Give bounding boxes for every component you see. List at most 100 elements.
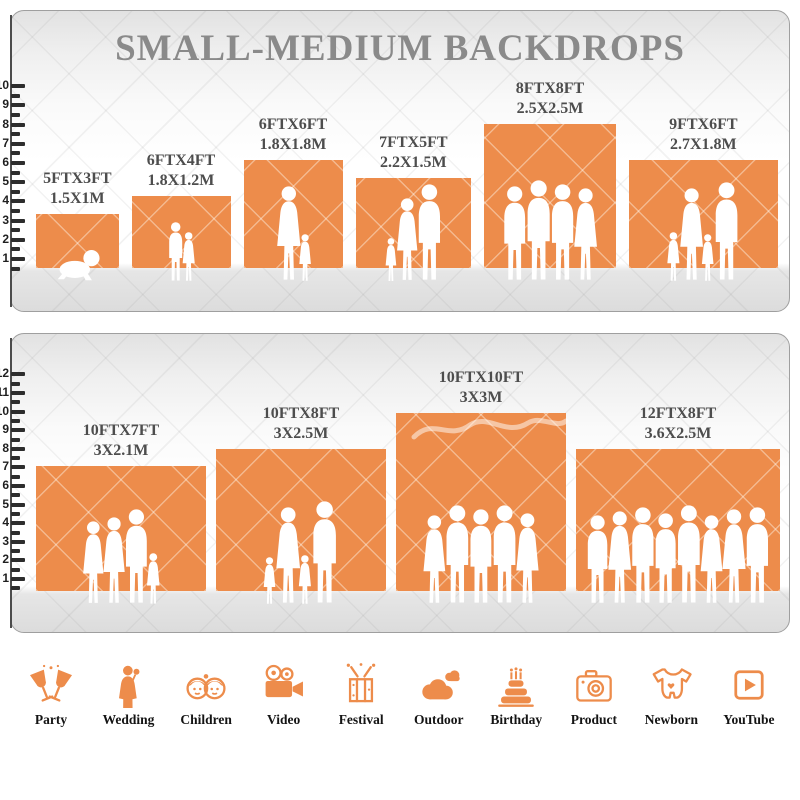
ruler-top: 1 2 3 4 5 6 7 8 9 10 — [0, 11, 51, 311]
axis-tick — [11, 465, 25, 470]
people-silhouettes — [83, 509, 160, 604]
bars-top: 5FTX3FT 1.5X1M 6FTX4FT 1.8X1.2M 6FTX6FT 1.8X1… — [11, 11, 789, 311]
size-feet: 6FTX6FT — [258, 116, 328, 133]
size-meters: 3X3M — [459, 389, 503, 406]
size-meters: 2.7X1.8M — [669, 136, 737, 153]
wedding-bride-icon — [106, 662, 152, 708]
axis-tick — [11, 141, 25, 146]
size-meters: 3X2.5M — [273, 424, 329, 442]
axis-tick-label: 4 — [2, 193, 9, 208]
axis-tick — [11, 521, 25, 526]
axis-minor-tick — [11, 266, 20, 271]
axis-tick-label: 3 — [2, 533, 9, 548]
axis-tick-label: 1 — [2, 571, 9, 585]
axis-tick-label: 5 — [2, 174, 9, 189]
axis-tick — [11, 558, 25, 563]
backdrop-bar — [629, 160, 778, 281]
axis-tick-label: 6 — [2, 155, 9, 169]
size-meters: 2.5X2.5M — [516, 100, 584, 117]
page-title: SMALL-MEDIUM BACKDROPS — [115, 28, 685, 69]
category-label: Party — [34, 712, 68, 727]
axis-minor-tick — [11, 567, 20, 572]
axis-tick-label: 4 — [2, 515, 9, 530]
axis-minor-tick — [11, 418, 20, 423]
backdrop-bar — [243, 160, 343, 281]
backdrop-bar — [36, 214, 119, 281]
people-silhouettes — [57, 250, 100, 281]
axis-tick-label: 7 — [2, 135, 9, 150]
category-label: Video — [267, 712, 301, 727]
people-silhouettes — [504, 180, 597, 280]
birthday-cake-icon — [493, 662, 539, 708]
axis-tick — [11, 218, 25, 223]
category-label: Wedding — [102, 712, 155, 727]
backdrop-bar — [576, 448, 780, 603]
axis-minor-tick — [11, 381, 20, 386]
backdrop-bar — [131, 196, 231, 281]
backdrop-size-label: 9FTX6FT 2.7X1.8M — [669, 115, 737, 155]
category-label: YouTube — [723, 712, 775, 727]
axis-tick-label: 11 — [0, 385, 9, 399]
clouds-icon — [416, 662, 462, 708]
axis-minor-tick — [11, 93, 20, 98]
backdrop-bar — [484, 124, 616, 280]
backdrop-size-label: 10FTX10FT 3X3M — [439, 368, 523, 408]
panel-bottom: 123456789101112 10FTX7FT3X2.1M10FTX8FT3X… — [0, 333, 790, 633]
size-meters: 2.2X1.5M — [379, 154, 447, 171]
size-meters: 3.6X2.5M — [644, 424, 712, 442]
axis-tick — [11, 409, 25, 414]
ruler-line — [10, 338, 12, 628]
axis-minor-tick — [11, 586, 20, 591]
size-feet: 9FTX6FT — [669, 116, 738, 133]
category-label: Product — [570, 712, 617, 727]
backdrop-size-label: 8FTX8FT 2.5X2.5M — [516, 79, 584, 119]
axis-tick — [11, 257, 25, 261]
axis-tick-label: 6 — [2, 478, 9, 492]
axis-tick — [11, 180, 25, 185]
people-silhouettes — [423, 505, 539, 603]
axis-tick — [11, 446, 25, 451]
category-row: Party Wedding Children Video Festival Outdoor… — [14, 662, 786, 728]
category-birthday: Birthday — [479, 662, 553, 728]
axis-tick-label: 8 — [2, 440, 9, 455]
axis-tick — [11, 539, 25, 544]
axis-tick — [11, 502, 25, 507]
panel-top: SMALL-MEDIUM BACKDROPS 1 2 3 4 5 6 7 8 9 10 5FTX3… — [0, 10, 790, 312]
photo-camera-icon — [571, 662, 617, 708]
axis-minor-tick — [11, 170, 20, 175]
axis-tick-label: 9 — [2, 422, 9, 437]
bars-bottom: 10FTX7FT 3X2.1M 10FTX8FT 3X2.5M 10FTX10FT 3X3… — [11, 334, 789, 632]
category-wedding: Wedding — [92, 662, 166, 728]
backdrop-size-label: 6FTX4FT 1.8X1.2M — [147, 151, 215, 191]
size-meters: 1.8X1.2M — [147, 172, 215, 189]
axis-minor-tick — [11, 474, 20, 479]
size-feet: 10FTX7FT — [82, 422, 160, 440]
backdrop-size-label: 12FTX8FT 3.6X2.5M — [640, 404, 716, 444]
axis-tick-label: 10 — [0, 403, 9, 418]
people-silhouettes — [263, 501, 336, 604]
watermark-squiggle — [411, 417, 569, 440]
ruler-bottom: 123456789101112 — [0, 334, 51, 632]
axis-tick-label: 7 — [2, 459, 9, 474]
axis-minor-tick — [11, 247, 20, 252]
axis-minor-tick — [11, 113, 20, 117]
axis-minor-tick — [11, 437, 20, 442]
gift-box-icon — [338, 662, 384, 708]
axis-minor-tick — [11, 132, 20, 137]
backdrop-size-label: 5FTX3FT 1.5X1M — [43, 169, 111, 209]
axis-minor-tick — [11, 511, 20, 516]
people-silhouettes — [168, 222, 195, 281]
people-silhouettes — [587, 505, 769, 603]
backdrop-size-label: 10FTX8FT 3X2.5M — [263, 404, 339, 444]
axis-minor-tick — [11, 228, 20, 233]
video-camera-icon — [261, 662, 307, 708]
axis-tick — [11, 161, 25, 165]
axis-minor-tick — [11, 549, 20, 554]
people-silhouettes — [385, 184, 440, 281]
axis-tick-label: 2 — [2, 231, 9, 246]
backdrop-bar — [396, 413, 569, 603]
backdrop-size-label: 10FTX7FT 3X2.1M — [83, 421, 159, 461]
axis-tick-label: 10 — [0, 78, 9, 93]
play-button-icon — [726, 662, 772, 708]
